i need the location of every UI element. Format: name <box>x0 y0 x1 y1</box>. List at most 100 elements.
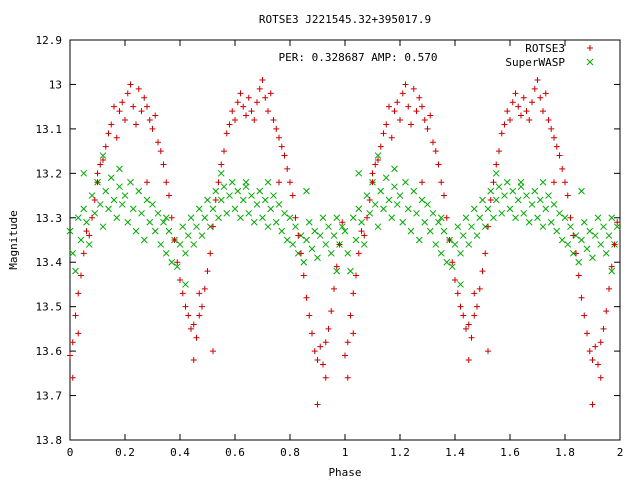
superwasp-point <box>484 205 492 213</box>
rotse3-point <box>419 179 425 186</box>
superwasp-point <box>325 223 332 231</box>
rotse3-point <box>548 125 555 132</box>
superwasp-point <box>498 209 506 217</box>
rotse3-point <box>438 179 445 186</box>
rotse3-point <box>116 108 123 115</box>
rotse3-point <box>196 312 203 319</box>
data-marks <box>66 77 621 408</box>
superwasp-point <box>91 209 99 217</box>
rotse3-point <box>201 285 208 292</box>
superwasp-point <box>550 201 558 208</box>
rotse3-point <box>190 321 197 328</box>
superwasp-point <box>96 201 104 208</box>
rotse3-point <box>482 250 489 257</box>
rotse3-point <box>366 197 373 203</box>
rotse3-point <box>251 117 258 123</box>
rotse3-point <box>300 272 307 279</box>
rotse3-point <box>160 161 167 168</box>
rotse3-point <box>468 334 475 341</box>
superwasp-point <box>300 258 308 266</box>
rotse3-point <box>353 272 359 279</box>
rotse3-point <box>188 325 194 332</box>
superwasp-point <box>220 183 228 191</box>
rotse3-point <box>190 357 197 363</box>
rotse3-point <box>276 179 282 186</box>
rotse3-point <box>168 214 175 221</box>
superwasp-point <box>558 236 566 244</box>
superwasp-point <box>292 223 299 231</box>
rotse3-point <box>413 108 420 115</box>
superwasp-point <box>333 267 341 275</box>
superwasp-point <box>278 227 286 235</box>
superwasp-point <box>591 232 599 239</box>
superwasp-point <box>462 214 470 222</box>
rotse3-point <box>273 125 280 132</box>
rotse3-point <box>347 312 354 319</box>
rotse3-point <box>520 94 527 101</box>
rotse3-point <box>83 228 90 235</box>
rotse3-point <box>133 121 139 128</box>
superwasp-point <box>605 232 613 239</box>
superwasp-point <box>388 214 396 222</box>
superwasp-point <box>113 214 121 222</box>
x-tick-label: 1 <box>342 446 349 459</box>
legend-marker-superwasp <box>586 58 594 66</box>
rotse3-point <box>243 112 249 119</box>
rotse3-point <box>589 401 596 408</box>
superwasp-point <box>421 218 429 226</box>
superwasp-point <box>597 241 605 248</box>
rotse3-point <box>67 352 73 359</box>
superwasp-point <box>333 214 341 222</box>
superwasp-point <box>402 178 409 186</box>
rotse3-point <box>146 117 153 123</box>
rotse3-point <box>559 165 566 172</box>
superwasp-point <box>525 218 533 226</box>
rotse3-point <box>199 303 205 310</box>
superwasp-point <box>366 209 374 217</box>
superwasp-point <box>116 183 123 191</box>
rotse3-point <box>611 241 618 248</box>
y-tick-label: 13.1 <box>36 123 63 136</box>
rotse3-point <box>542 90 549 97</box>
superwasp-point <box>319 214 327 222</box>
superwasp-point <box>198 232 206 239</box>
superwasp-point <box>173 263 181 271</box>
rotse3-point <box>69 339 76 346</box>
superwasp-point <box>226 192 233 199</box>
superwasp-point <box>344 249 352 257</box>
superwasp-point <box>547 218 555 226</box>
rotse3-point <box>210 223 216 230</box>
superwasp-point <box>259 214 266 222</box>
superwasp-point <box>195 205 203 213</box>
rotse3-point <box>501 121 508 128</box>
superwasp-point <box>589 254 596 262</box>
superwasp-point <box>253 201 261 208</box>
superwasp-point <box>545 192 552 199</box>
superwasp-point <box>523 192 530 199</box>
rotse3-point <box>603 308 610 315</box>
x-tick-label: 1.4 <box>445 446 465 459</box>
superwasp-point <box>151 227 159 235</box>
rotse3-point <box>523 108 530 115</box>
rotse3-point <box>144 103 150 110</box>
superwasp-point <box>347 267 354 275</box>
y-tick-label: 12.9 <box>36 34 63 47</box>
superwasp-point <box>250 218 258 226</box>
superwasp-point <box>454 223 462 231</box>
legend: ROTSE3 SuperWASP <box>505 42 594 69</box>
superwasp-point <box>311 227 319 235</box>
superwasp-point <box>135 187 143 195</box>
x-tick-label: 0 <box>67 446 74 459</box>
rotse3-point <box>322 374 329 381</box>
rotse3-point <box>196 290 203 297</box>
rotse3-point <box>265 108 271 115</box>
superwasp-point <box>209 205 217 213</box>
rotse3-point <box>223 130 230 137</box>
x-tick-label: 0.4 <box>170 446 190 459</box>
rotse3-point <box>441 192 447 199</box>
superwasp-point <box>410 187 418 195</box>
superwasp-point <box>286 214 294 222</box>
rotse3-point <box>303 294 310 301</box>
superwasp-point <box>308 245 316 253</box>
superwasp-point <box>473 232 481 239</box>
